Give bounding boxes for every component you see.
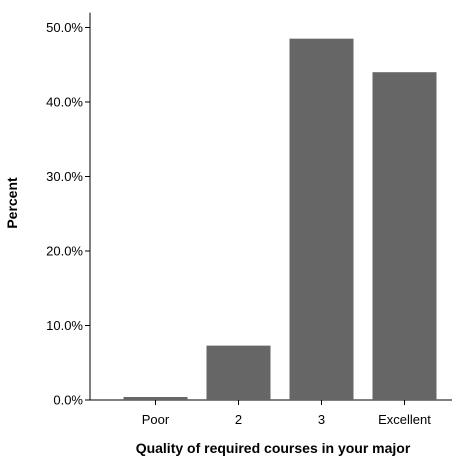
x-tick-label: Poor (142, 412, 170, 427)
y-tick-label: 10.0% (46, 318, 83, 333)
y-axis: 0.0% 10.0% 20.0% 30.0% 40.0% 50.0% (46, 12, 91, 408)
x-tick-label: 2 (235, 412, 242, 427)
y-tick-label: 20.0% (46, 244, 83, 259)
y-tick-label: 30.0% (46, 169, 83, 184)
bar (289, 38, 354, 401)
x-tick-label: Excellent (378, 412, 431, 427)
bar (372, 72, 437, 400)
bar (123, 397, 188, 400)
y-tick-label: 50.0% (46, 20, 83, 35)
x-axis-title: Quality of required courses in your majo… (136, 440, 411, 456)
y-tick-label: 0.0% (53, 393, 83, 408)
bar (206, 345, 271, 400)
y-tick-label: 40.0% (46, 95, 83, 110)
x-axis: Poor 2 3 Excellent (90, 399, 452, 427)
x-tick-label: 3 (318, 412, 325, 427)
y-axis-title: Percent (4, 177, 20, 229)
bars (123, 38, 437, 401)
